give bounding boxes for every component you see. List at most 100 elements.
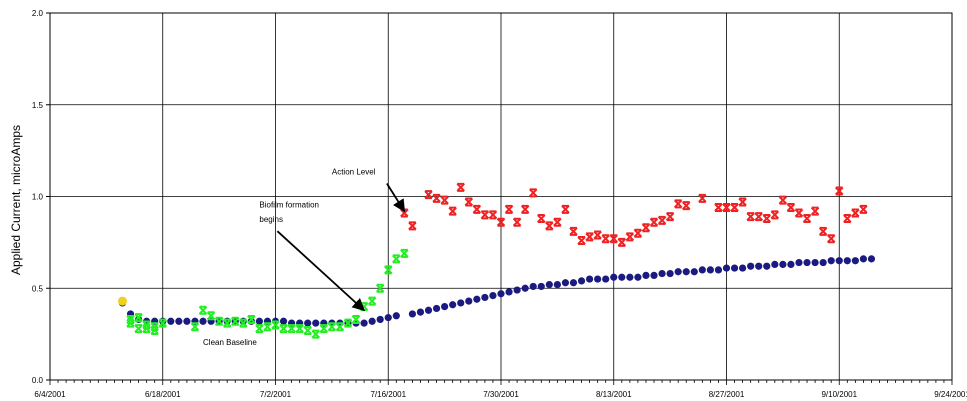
data-point bbox=[569, 279, 578, 287]
data-point bbox=[513, 286, 521, 294]
data-point bbox=[537, 282, 545, 291]
data-point bbox=[810, 206, 820, 216]
data-point bbox=[826, 234, 836, 244]
data-point bbox=[625, 232, 635, 242]
data-point bbox=[134, 324, 143, 334]
data-point bbox=[762, 214, 771, 224]
data-point bbox=[771, 260, 779, 268]
data-point bbox=[690, 268, 698, 276]
annotation-text: Clean Baseline bbox=[203, 338, 257, 347]
data-point bbox=[569, 226, 578, 236]
series-3 bbox=[117, 296, 127, 306]
series-0 bbox=[118, 255, 876, 327]
data-point bbox=[859, 204, 868, 214]
data-point bbox=[472, 204, 482, 214]
annotations: Action Level Biofilm formation begins Clean… bbox=[203, 167, 406, 347]
data-point bbox=[609, 234, 618, 244]
data-point bbox=[335, 322, 345, 332]
data-point bbox=[488, 210, 498, 220]
data-point bbox=[255, 324, 264, 334]
data-point bbox=[167, 317, 175, 325]
data-point bbox=[400, 248, 409, 258]
axes bbox=[46, 12, 953, 385]
data-point bbox=[312, 319, 320, 327]
data-point bbox=[561, 279, 570, 287]
data-point bbox=[206, 311, 216, 321]
data-point bbox=[343, 318, 353, 328]
data-point bbox=[779, 260, 787, 268]
data-point bbox=[843, 257, 851, 265]
data-point bbox=[279, 317, 288, 325]
data-point bbox=[214, 316, 224, 326]
data-point bbox=[795, 258, 803, 267]
data-point bbox=[835, 257, 843, 265]
data-point bbox=[175, 317, 183, 325]
annotation-arrow bbox=[276, 230, 366, 312]
data-point bbox=[480, 210, 490, 220]
data-point bbox=[633, 228, 643, 238]
data-point bbox=[585, 275, 594, 283]
data-point bbox=[424, 190, 433, 200]
data-point bbox=[351, 314, 361, 324]
data-point bbox=[561, 204, 570, 214]
annotation-text: begins bbox=[259, 215, 283, 224]
data-point bbox=[794, 208, 804, 218]
data-point bbox=[778, 195, 788, 205]
data-point bbox=[755, 262, 763, 270]
data-point bbox=[441, 303, 449, 311]
data-point bbox=[835, 186, 844, 196]
data-point bbox=[602, 275, 610, 283]
data-point bbox=[304, 319, 312, 327]
data-point bbox=[658, 269, 666, 278]
x-tick-label: 8/27/2001 bbox=[709, 390, 745, 399]
data-point bbox=[376, 315, 384, 324]
data-point bbox=[714, 266, 723, 274]
data-point bbox=[360, 319, 368, 327]
data-point bbox=[504, 204, 514, 214]
data-point bbox=[585, 232, 594, 242]
data-point bbox=[706, 266, 714, 274]
data-point bbox=[263, 322, 272, 332]
data-point bbox=[553, 280, 561, 289]
y-tick-labels: 0.0 0.5 1.0 1.5 2.0 bbox=[32, 9, 44, 385]
data-point bbox=[375, 283, 385, 293]
data-point bbox=[150, 325, 159, 335]
data-point bbox=[416, 308, 425, 316]
data-point bbox=[657, 215, 667, 225]
data-point bbox=[666, 269, 674, 278]
data-point bbox=[545, 221, 554, 231]
series-2 bbox=[400, 182, 868, 247]
data-point bbox=[642, 271, 650, 280]
data-point bbox=[392, 254, 401, 264]
data-point bbox=[247, 314, 256, 324]
data-point bbox=[803, 258, 811, 267]
annotation-text: Biofilm formation bbox=[259, 201, 319, 210]
data-point bbox=[634, 273, 642, 281]
data-point bbox=[520, 204, 530, 214]
data-point bbox=[190, 322, 200, 332]
grid bbox=[50, 13, 952, 380]
data-point bbox=[770, 210, 780, 220]
data-point bbox=[117, 296, 127, 306]
data-point bbox=[183, 317, 191, 325]
data-point bbox=[465, 297, 473, 305]
y-tick-label: 0.5 bbox=[32, 284, 44, 293]
data-point bbox=[722, 264, 731, 272]
x-tick-label: 9/10/2001 bbox=[821, 390, 857, 399]
data-point bbox=[763, 262, 771, 270]
data-point bbox=[722, 203, 731, 213]
annotation-text: Action Level bbox=[332, 167, 376, 176]
data-point bbox=[400, 208, 409, 218]
data-point bbox=[432, 304, 441, 313]
data-point bbox=[682, 268, 690, 276]
data-point bbox=[384, 265, 393, 275]
data-point bbox=[730, 264, 739, 272]
annotation-arrow bbox=[386, 182, 406, 213]
data-point bbox=[827, 257, 835, 265]
data-point bbox=[449, 301, 457, 309]
data-point bbox=[512, 217, 522, 227]
data-point bbox=[368, 317, 376, 325]
data-point bbox=[521, 284, 529, 292]
data-point bbox=[239, 318, 248, 328]
